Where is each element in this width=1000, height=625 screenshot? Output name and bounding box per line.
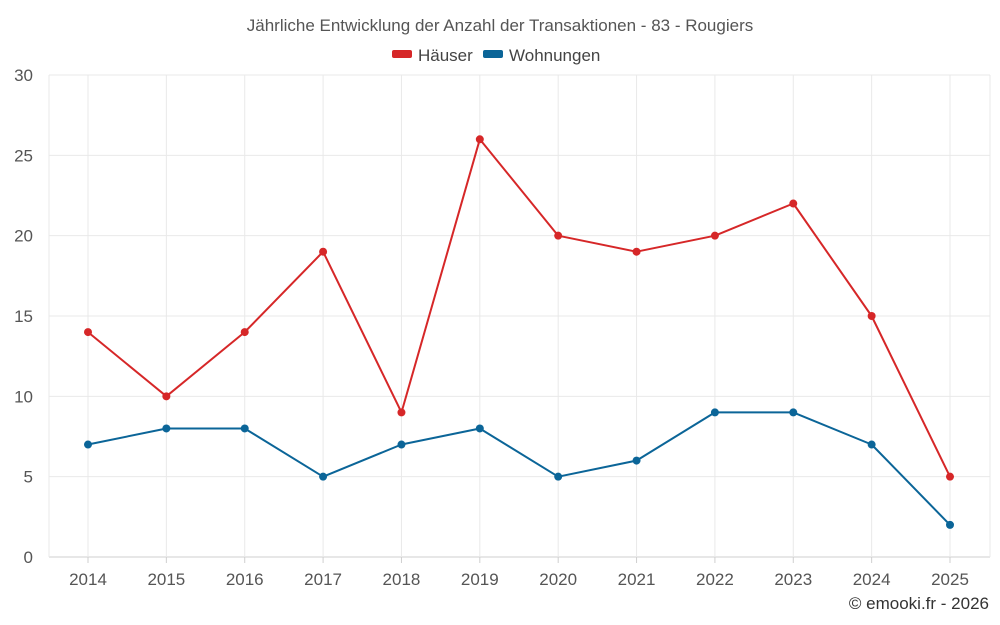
data-point-haeuser[interactable] [554,231,563,240]
data-point-wohnungen[interactable] [319,472,328,481]
x-tick-label: 2020 [539,570,577,589]
x-axis-ticks: 2014 2015 2016 2017 2018 2019 2020 2021 2022 2023… [69,557,969,589]
data-point-haeuser[interactable] [84,328,92,337]
data-point-haeuser[interactable] [946,472,954,481]
x-tick-label: 2023 [774,570,812,589]
x-tick-label: 2025 [931,570,969,589]
legend-swatch-wohnungen [483,50,503,58]
y-tick-label: 0 [24,548,33,567]
data-point-wohnungen[interactable] [710,408,719,417]
chart-title: Jährliche Entwicklung der Anzahl der Tra… [247,16,754,35]
data-point-wohnungen[interactable] [84,440,92,449]
data-point-wohnungen[interactable] [867,440,876,449]
x-tick-label: 2018 [383,570,421,589]
x-tick-label: 2017 [304,570,342,589]
legend-swatch-haeuser [392,50,412,58]
y-tick-label: 30 [14,66,33,85]
legend: Häuser Wohnungen [392,46,600,65]
data-point-haeuser[interactable] [240,328,249,337]
data-point-wohnungen[interactable] [397,440,406,449]
data-point-haeuser[interactable] [162,392,171,401]
x-tick-label: 2019 [461,570,499,589]
data-point-haeuser[interactable] [475,135,484,144]
data-point-wohnungen[interactable] [240,424,249,433]
data-point-haeuser[interactable] [319,247,328,256]
data-point-wohnungen[interactable] [554,472,563,481]
series-lines [87,138,951,526]
data-point-wohnungen[interactable] [632,456,641,465]
y-tick-label: 15 [14,307,33,326]
footer-credit: © emooki.fr - 2026 [849,594,989,613]
data-point-wohnungen[interactable] [475,424,484,433]
data-point-wohnungen[interactable] [946,520,954,529]
y-tick-label: 5 [24,468,33,487]
data-point-haeuser[interactable] [710,231,719,240]
legend-label-wohnungen[interactable]: Wohnungen [509,46,600,65]
x-tick-label: 2024 [853,570,891,589]
data-point-haeuser[interactable] [632,247,641,256]
series-points [84,135,954,529]
grid [48,74,991,558]
data-point-haeuser[interactable] [867,312,876,320]
y-tick-label: 10 [14,387,33,406]
x-tick-label: 2021 [618,570,656,589]
data-point-haeuser[interactable] [789,199,798,208]
data-point-wohnungen[interactable] [162,424,171,433]
series-line-wohnungen [87,411,951,526]
y-axis-ticks: 0 5 10 15 20 25 30 [14,66,33,567]
data-point-wohnungen[interactable] [789,408,798,417]
data-point-haeuser[interactable] [397,408,406,417]
y-tick-label: 25 [14,146,33,165]
series-line-haeuser [87,138,951,478]
x-tick-label: 2015 [147,570,185,589]
legend-label-haeuser[interactable]: Häuser [418,46,473,65]
x-tick-label: 2022 [696,570,734,589]
x-tick-label: 2014 [69,570,107,589]
y-tick-label: 20 [14,227,33,246]
x-tick-label: 2016 [226,570,264,589]
